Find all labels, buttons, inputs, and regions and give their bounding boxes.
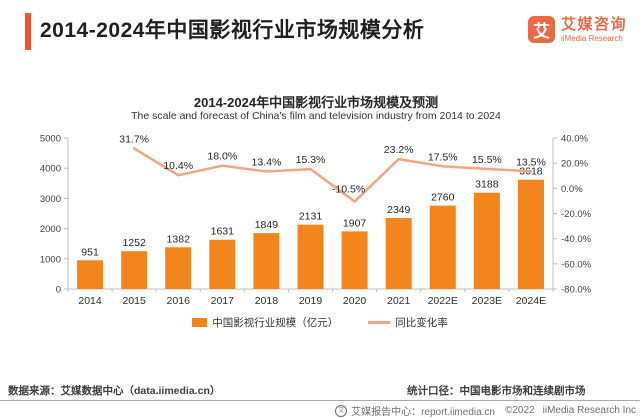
x-axis [67,288,554,292]
chart-title: 2014-2024年中国影视行业市场规模及预测 [193,95,439,110]
bar-value-label: 2131 [299,211,323,223]
bar-value-label: 1252 [122,237,146,249]
category-label: 2016 [167,295,191,307]
bar-value-label: 3188 [475,179,499,191]
category-label: 2021 [387,295,411,307]
bar-2017 [209,239,236,289]
chart-subtitle: The scale and forecast of China's film a… [131,110,501,122]
page-title: 2014-2024年中国影视行业市场规模分析 [40,19,425,42]
right-axis-tick-label: -40.0% [561,234,592,245]
logo-name-en: iiMedia Research [561,33,623,43]
statistical-caliber-label: 统计口径：中国电影市场和连续剧市场 [407,385,586,397]
bar-value-label: 2760 [431,192,455,204]
bar-value-label: 2349 [387,204,411,216]
bar-2018 [253,233,280,289]
category-label: 2023E [472,295,502,307]
bar-2015 [121,251,148,289]
bar-value-label: 1382 [167,233,191,245]
line-series-label: 同比变化率 [395,317,448,329]
category-label: 2014 [78,295,102,307]
right-axis-tick-label: 0.0% [561,184,583,195]
bar-2023E [473,192,500,289]
growth-rate-label: 23.2% [384,144,414,156]
line-series-swatch [368,321,391,324]
left-axis-tick-label: 2000 [40,224,61,235]
bar-2016 [165,247,192,289]
growth-rate-label: 17.5% [428,151,458,163]
left-axis-tick-label: 1000 [40,254,61,265]
report-center-text: 艾媒报告中心：report.iimedia.cn [351,407,495,418]
left-axis-tick-label: 4000 [40,164,61,175]
chart-legend: 中国影视行业规模（亿元） 同比变化率 [0,315,640,330]
bar-2021 [385,218,412,289]
growth-rate-label: -10.5% [332,184,365,196]
right-axis-tick-label: -20.0% [561,209,592,220]
category-labels: 2014 2015 2016 2017 2018 2019 2020 2021 2022E 202… [78,295,546,307]
bar-2019 [297,224,324,289]
footer-divider [0,400,640,401]
category-label: 2018 [255,295,279,307]
growth-rate-label: 18.0% [207,151,237,163]
category-label: 2022E [428,295,458,307]
left-axis: 0 1000 2000 3000 4000 5000 [40,134,69,296]
growth-rate-label: 13.5% [516,156,546,168]
bar-value-label: 1849 [255,219,279,231]
logo-name-cn: 艾媒咨询 [561,15,628,33]
iimedia-logo: 艾 艾媒咨询 iiMedia Research [528,16,627,43]
legend-item-line: 同比变化率 [368,315,448,330]
growth-rate-label: 15.5% [472,154,502,166]
growth-rate-label: 15.3% [296,154,326,166]
growth-rate-line [132,147,533,203]
line-group: 31.7% 10.4% 18.0% 13.4% 15.3% -10.5% 23.2% 17.5… [119,133,546,203]
left-axis-tick-label: 3000 [40,194,61,205]
category-label: 2020 [343,295,367,307]
left-axis-tick-label: 5000 [40,134,61,145]
iimedia-report-icon: 艾 [335,404,348,417]
legend-item-bar: 中国影视行业规模（亿元） [192,315,338,330]
bar-2024E [517,179,544,289]
left-axis-tick-label: 0 [56,285,61,296]
category-label: 2019 [299,295,323,307]
category-label: 2024E [516,295,546,307]
bar-series-label: 中国影视行业规模（亿元） [212,317,339,329]
bar-value-label: 1907 [343,217,367,229]
right-axis-tick-label: -80.0% [561,285,592,296]
right-axis: 40.0% 20.0% 0.0% -20.0% -40.0% -60.0% -80.0% [552,134,592,296]
right-axis-tick-label: 20.0% [561,159,588,170]
logo-glyph: 艾 [533,22,550,41]
category-label: 2017 [211,295,235,307]
bar-value-label: 1631 [211,226,235,238]
bar-2022E [429,205,456,289]
data-source-label: 数据来源：艾媒数据中心（data.iimedia.cn） [8,385,221,397]
category-label: 2015 [122,295,146,307]
company-text: iiMedia Research Inc [542,405,636,416]
right-axis-tick-label: 40.0% [561,134,588,145]
logo-text: 艾媒咨询 iiMedia Research [561,17,627,43]
bar-value-label: 951 [81,246,99,258]
right-axis-tick-label: -60.0% [561,259,592,270]
copyright-text: ©2022 [505,405,535,416]
bar-2014 [77,260,104,289]
growth-rate-label: 31.7% [119,133,149,145]
growth-rate-label: 13.4% [252,156,282,168]
bar-2020 [341,231,368,289]
iimedia-logo-icon: 艾 [528,16,555,43]
title-accent-bar [25,13,31,50]
bar-series-swatch [192,318,208,327]
growth-rate-label: 10.4% [163,160,193,172]
